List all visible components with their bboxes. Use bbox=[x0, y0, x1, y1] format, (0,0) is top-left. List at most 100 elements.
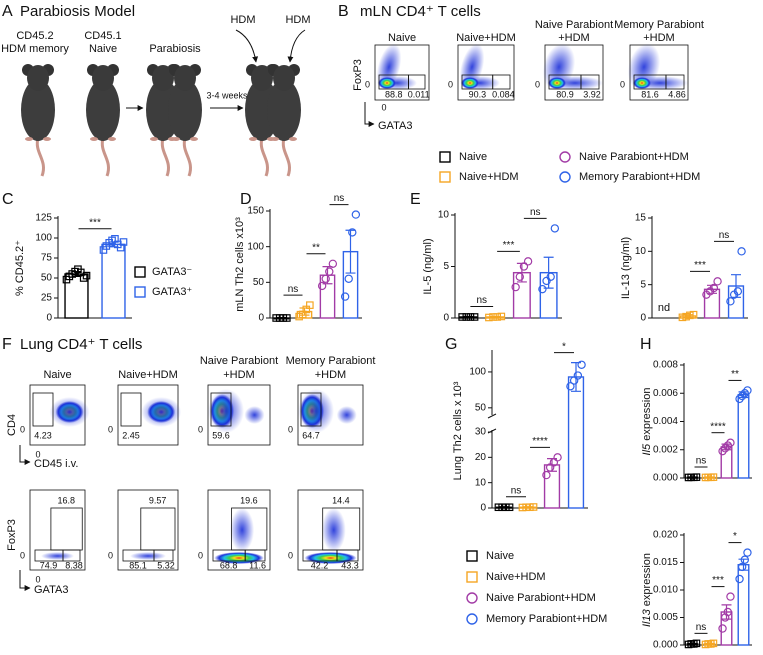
y-tick-label: 0 bbox=[46, 313, 52, 324]
data-point bbox=[740, 555, 750, 564]
y-axis-label: Il13 expression bbox=[641, 553, 653, 627]
y-tick-label: 50 bbox=[475, 402, 487, 413]
axis-zero: 0 bbox=[198, 550, 203, 560]
x-axis-label: GATA3 bbox=[34, 584, 68, 596]
gate-value: 64.7 bbox=[302, 430, 320, 440]
gate-value: 11.6 bbox=[249, 560, 266, 570]
error-bar bbox=[276, 317, 287, 319]
mouse-foot bbox=[172, 137, 180, 141]
mouse-head bbox=[251, 65, 273, 91]
y-tick-label: 100 bbox=[35, 233, 52, 244]
plot-frame bbox=[207, 384, 271, 446]
column-title: Naive bbox=[388, 32, 416, 44]
axis-zero: 0 bbox=[35, 449, 40, 459]
plot-frame bbox=[374, 44, 430, 101]
data-point bbox=[743, 386, 752, 395]
gate bbox=[580, 74, 600, 90]
y-tick-label: 0.005 bbox=[653, 612, 678, 623]
y-tick-label: 0 bbox=[640, 313, 646, 324]
legend-text: GATA3⁻ bbox=[152, 266, 192, 278]
label: 3-4 weeks bbox=[206, 90, 248, 100]
arrow bbox=[287, 29, 306, 63]
mouse-icon bbox=[86, 64, 120, 177]
y-axis-text: Lung Th2 cells x 10³ bbox=[452, 381, 464, 480]
y-axis-gene: Il13 bbox=[641, 608, 653, 627]
significance-label: ns bbox=[476, 295, 487, 306]
data-point bbox=[566, 382, 575, 391]
gate-value: 3.92 bbox=[583, 89, 601, 99]
data-point bbox=[713, 277, 722, 286]
gate-value: 42.2 bbox=[311, 560, 329, 570]
y-tick-label: 50 bbox=[41, 273, 53, 284]
gate-value: 4.23 bbox=[34, 430, 52, 440]
error-bar bbox=[721, 604, 732, 620]
y-tick-label: 0.006 bbox=[653, 388, 678, 399]
gate bbox=[120, 392, 142, 427]
mouse-tail bbox=[259, 137, 269, 177]
y-tick-label: 0.000 bbox=[653, 640, 678, 651]
y-tick-label: 100 bbox=[469, 367, 486, 378]
data-point bbox=[519, 262, 529, 271]
data-point bbox=[737, 391, 747, 401]
axis-zero: 0 bbox=[535, 79, 540, 89]
column-title: Memory Parabiont bbox=[286, 355, 376, 367]
gate-value: 81.6 bbox=[641, 89, 659, 99]
y-tick-label: 0 bbox=[480, 503, 486, 514]
legend-marker bbox=[134, 286, 146, 298]
axis-arrow bbox=[19, 570, 31, 591]
significance-label: ns bbox=[530, 207, 541, 218]
mouse-foot bbox=[271, 137, 279, 141]
y-axis-label: CD4 bbox=[6, 414, 18, 436]
data-point bbox=[466, 313, 475, 321]
density-cloud bbox=[321, 508, 346, 552]
significance-label: ** bbox=[312, 242, 320, 253]
gate-value: 43.3 bbox=[341, 560, 359, 570]
column-title: +HDM bbox=[643, 32, 674, 44]
y-tick-label: 0.000 bbox=[653, 473, 678, 484]
y-axis-label: % CD45.2⁺ bbox=[14, 240, 26, 296]
column-title: +HDM bbox=[558, 32, 589, 44]
data-point bbox=[550, 224, 560, 233]
significance-label: * bbox=[733, 531, 737, 542]
data-point bbox=[529, 503, 538, 511]
data-point bbox=[726, 438, 735, 447]
panel-letter: D bbox=[240, 191, 252, 208]
legend-marker bbox=[559, 151, 571, 163]
column-title: Naive bbox=[43, 369, 71, 381]
bar bbox=[101, 243, 126, 319]
label: Naive bbox=[89, 43, 117, 55]
gate-value: 5.32 bbox=[157, 560, 175, 570]
significance-label: ** bbox=[731, 369, 739, 380]
data-point bbox=[718, 624, 727, 633]
panel-title: mLN CD4⁺ T cells bbox=[360, 3, 481, 20]
legend-marker bbox=[466, 571, 478, 583]
panel-letter: C bbox=[2, 191, 14, 208]
y-tick-label: 10 bbox=[635, 246, 647, 257]
data-point bbox=[523, 257, 533, 266]
data-point bbox=[321, 274, 330, 283]
gate-value: 74.9 bbox=[40, 560, 58, 570]
mouse-foot bbox=[25, 137, 33, 141]
significance-label: ns bbox=[719, 230, 730, 241]
mouse-foot bbox=[289, 137, 297, 141]
y-tick-label: 0.002 bbox=[653, 444, 678, 455]
axis-arrow bbox=[19, 445, 31, 465]
y-tick-label: 0.020 bbox=[653, 530, 678, 541]
significance-label: **** bbox=[710, 421, 726, 432]
significance-label: * bbox=[562, 341, 566, 352]
gate bbox=[492, 74, 511, 90]
data-point bbox=[119, 238, 128, 246]
density-cloud bbox=[130, 552, 166, 560]
gate-value: 9.57 bbox=[149, 495, 167, 505]
legend-text: Naive Parabiont+HDM bbox=[486, 592, 596, 604]
mouse-foot bbox=[249, 137, 257, 141]
x-axis-label: GATA3 bbox=[378, 120, 412, 132]
plot-frame bbox=[117, 489, 179, 571]
gate-value: 4.86 bbox=[668, 89, 686, 99]
legend-marker bbox=[134, 266, 146, 278]
mouse-tail bbox=[281, 137, 291, 177]
gate bbox=[153, 549, 174, 562]
column-title: Naive Parabiont bbox=[200, 355, 278, 367]
data-point bbox=[718, 446, 727, 456]
gate-value: 14.4 bbox=[332, 495, 350, 505]
